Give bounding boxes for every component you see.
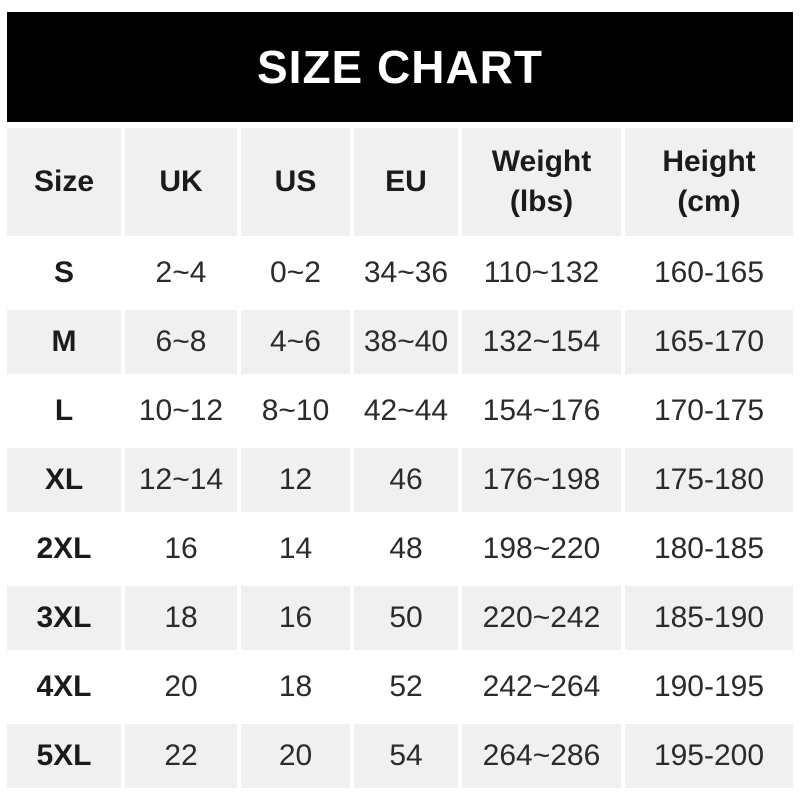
table-cell-eu: 54 bbox=[354, 724, 458, 788]
table-cell-uk: 6~8 bbox=[125, 310, 237, 374]
table-cell-us: 18 bbox=[241, 655, 350, 719]
size-chart-banner: SIZE CHART bbox=[7, 12, 793, 122]
table-cell-uk: 12~14 bbox=[125, 448, 237, 512]
size-label-cell: 2XL bbox=[7, 517, 121, 581]
table-cell-eu: 38~40 bbox=[354, 310, 458, 374]
table-cell-height: 175-180 bbox=[625, 448, 793, 512]
column-header-weight: Weight (lbs) bbox=[462, 128, 621, 236]
table-cell-uk: 20 bbox=[125, 655, 237, 719]
table-cell-eu: 52 bbox=[354, 655, 458, 719]
table-cell-weight: 220~242 bbox=[462, 586, 621, 650]
table-cell-height: 180-185 bbox=[625, 517, 793, 581]
table-cell-eu: 50 bbox=[354, 586, 458, 650]
table-cell-uk: 2~4 bbox=[125, 241, 237, 305]
table-cell-eu: 46 bbox=[354, 448, 458, 512]
column-header-us: US bbox=[241, 128, 350, 236]
table-cell-us: 0~2 bbox=[241, 241, 350, 305]
table-cell-us: 20 bbox=[241, 724, 350, 788]
size-label-cell: S bbox=[7, 241, 121, 305]
table-cell-uk: 18 bbox=[125, 586, 237, 650]
size-label-cell: 3XL bbox=[7, 586, 121, 650]
size-label-cell: XL bbox=[7, 448, 121, 512]
table-cell-weight: 154~176 bbox=[462, 379, 621, 443]
table-cell-uk: 10~12 bbox=[125, 379, 237, 443]
table-cell-height: 195-200 bbox=[625, 724, 793, 788]
table-cell-weight: 198~220 bbox=[462, 517, 621, 581]
column-header-eu: EU bbox=[354, 128, 458, 236]
table-cell-height: 165-170 bbox=[625, 310, 793, 374]
size-label-cell: M bbox=[7, 310, 121, 374]
table-cell-us: 14 bbox=[241, 517, 350, 581]
table-cell-eu: 48 bbox=[354, 517, 458, 581]
table-cell-eu: 34~36 bbox=[354, 241, 458, 305]
table-cell-weight: 242~264 bbox=[462, 655, 621, 719]
table-cell-weight: 176~198 bbox=[462, 448, 621, 512]
table-cell-height: 160-165 bbox=[625, 241, 793, 305]
column-header-height: Height (cm) bbox=[625, 128, 793, 236]
table-cell-us: 4~6 bbox=[241, 310, 350, 374]
table-cell-height: 185-190 bbox=[625, 586, 793, 650]
table-cell-us: 12 bbox=[241, 448, 350, 512]
table-cell-uk: 16 bbox=[125, 517, 237, 581]
table-cell-height: 170-175 bbox=[625, 379, 793, 443]
column-header-size: Size bbox=[7, 128, 121, 236]
table-cell-eu: 42~44 bbox=[354, 379, 458, 443]
size-label-cell: 5XL bbox=[7, 724, 121, 788]
table-cell-uk: 22 bbox=[125, 724, 237, 788]
table-cell-height: 190-195 bbox=[625, 655, 793, 719]
size-chart-table: Size UK US EU Weight (lbs) Height (cm) S 2~4 0~2… bbox=[7, 128, 793, 788]
table-cell-weight: 264~286 bbox=[462, 724, 621, 788]
table-cell-us: 8~10 bbox=[241, 379, 350, 443]
table-cell-weight: 132~154 bbox=[462, 310, 621, 374]
size-label-cell: L bbox=[7, 379, 121, 443]
table-cell-us: 16 bbox=[241, 586, 350, 650]
table-cell-weight: 110~132 bbox=[462, 241, 621, 305]
column-header-uk: UK bbox=[125, 128, 237, 236]
page-title: SIZE CHART bbox=[257, 41, 543, 93]
size-label-cell: 4XL bbox=[7, 655, 121, 719]
